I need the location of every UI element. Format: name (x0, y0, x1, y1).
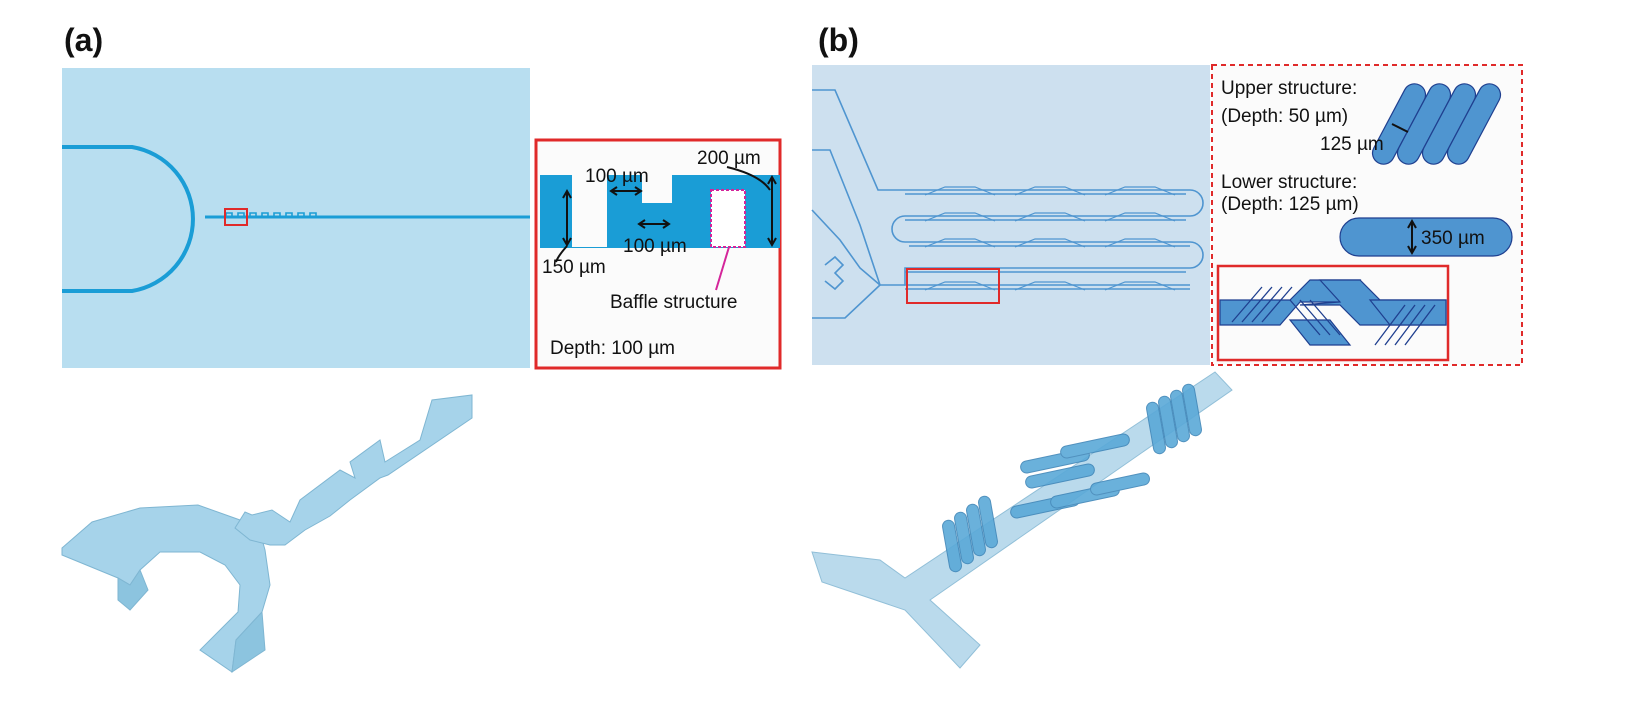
serpentine-mixer-channels (891, 189, 1204, 290)
panel-b-label: (b) (818, 22, 859, 58)
upper-structure-grooves (1371, 83, 1502, 165)
inlet-loop-channel (62, 145, 195, 293)
inset-a-dim-100-top: 100 µm (585, 166, 649, 187)
dim-arrows-a (555, 166, 777, 263)
render-3d-b (811, 371, 1233, 669)
chip-background-b (812, 65, 1210, 365)
inset-a-depth: Depth: 100 µm (550, 338, 676, 359)
herringbone-marks-b (924, 186, 1176, 291)
inset-a-dim-150: 150 µm (542, 257, 606, 278)
baffle-zigzag-channel (225, 212, 317, 218)
render-3d-b-mixers (942, 383, 1202, 573)
inset-a-baffle-label: Baffle structure (610, 292, 738, 313)
inset-b-dim-125: 125 µm (1320, 134, 1384, 155)
combined-grooves (1231, 286, 1436, 346)
highlight-box-b (906, 268, 1000, 304)
combined-structure (1219, 279, 1447, 346)
inset-b-lower-depth: (Depth: 125 µm) (1221, 194, 1359, 215)
baffle-pointer (715, 246, 730, 291)
lower-structure-channel (1339, 217, 1513, 257)
inlet-channels-b (811, 89, 905, 319)
inset-b-lower-title: Lower structure: (1221, 172, 1358, 193)
inset-b-upper-depth: (Depth: 50 µm) (1221, 106, 1349, 127)
inset-a-dim-200: 200 µm (697, 148, 761, 169)
inset-a-dim-100-bottom: 100 µm (623, 236, 687, 257)
inset-b-dim-350: 350 µm (1421, 228, 1485, 249)
inset-b-upper-title: Upper structure: (1221, 78, 1358, 99)
render-3d-a (61, 394, 473, 674)
baffle-notch-left (572, 175, 607, 247)
highlight-box-a (224, 208, 248, 226)
dim-arrows-b (1391, 123, 1417, 256)
panel-a-label: (a) (64, 22, 104, 58)
